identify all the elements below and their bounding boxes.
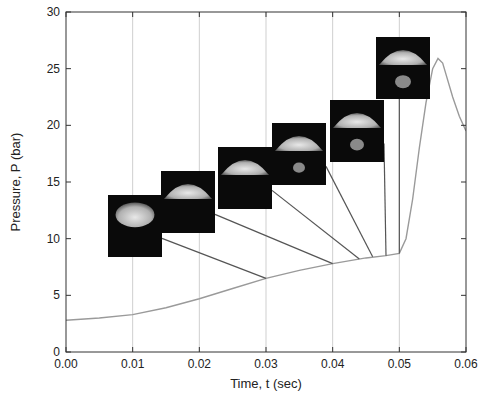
image-background — [376, 37, 430, 99]
image-background — [272, 123, 326, 185]
image-content — [221, 160, 269, 175]
y-tick-label: 25 — [47, 62, 61, 76]
y-tick — [66, 125, 71, 126]
x-tick-label: 0.02 — [188, 357, 212, 371]
x-tick — [332, 347, 333, 352]
image-frame — [161, 171, 215, 233]
x-axis-title: Time, t (sec) — [230, 376, 302, 391]
x-tick-label: 0.05 — [388, 357, 412, 371]
grid-line — [132, 12, 133, 352]
x-tick — [399, 347, 400, 352]
image-content — [379, 50, 427, 65]
y-tick-label: 10 — [47, 232, 61, 246]
y-tick-label: 20 — [47, 118, 61, 132]
image-background — [218, 147, 272, 209]
y-tick — [461, 125, 466, 126]
x-tick — [66, 347, 67, 352]
grid-line — [332, 12, 333, 352]
y-tick — [66, 352, 71, 353]
image-content — [333, 113, 381, 128]
plot-frame — [66, 12, 466, 352]
chart: 0.00 0.01 0.02 0.03 0.04 0.05 0.06 0 5 10 15 20 25 30… — [0, 0, 492, 400]
x-tick — [199, 12, 200, 17]
image-content — [275, 136, 323, 151]
x-tick — [266, 12, 267, 17]
image-frame — [272, 123, 326, 185]
image-content — [116, 202, 155, 227]
image-frame — [376, 37, 430, 99]
y-tick — [461, 68, 466, 69]
y-tick — [66, 12, 71, 13]
image-background — [108, 195, 162, 257]
leader-line — [215, 214, 333, 263]
y-tick — [66, 68, 71, 69]
y-tick-label: 5 — [53, 288, 60, 302]
image-background — [161, 171, 215, 233]
image-content — [164, 184, 212, 199]
x-tick — [466, 12, 467, 17]
image-frame — [108, 195, 162, 257]
y-tick-label: 15 — [47, 175, 61, 189]
x-tick — [399, 12, 400, 17]
image-frame — [218, 147, 272, 209]
leader-line — [272, 190, 359, 259]
x-tick-label: 0.06 — [454, 357, 478, 371]
x-tick — [332, 12, 333, 17]
leader-line — [326, 166, 373, 256]
y-tick — [66, 295, 71, 296]
y-tick — [461, 12, 466, 13]
y-tick — [461, 295, 466, 296]
y-tick — [461, 182, 466, 183]
x-tick — [66, 12, 67, 17]
x-tick — [199, 347, 200, 352]
x-tick — [132, 347, 133, 352]
leader-line — [162, 238, 266, 278]
image-content — [293, 163, 305, 173]
y-tick — [461, 352, 466, 353]
x-tick — [466, 347, 467, 352]
y-tick-label: 0 — [53, 345, 60, 359]
x-tick-label: 0.03 — [254, 357, 278, 371]
image-content — [350, 139, 364, 151]
x-tick-label: 0.04 — [321, 357, 345, 371]
image-frames — [108, 37, 430, 278]
y-tick — [461, 238, 466, 239]
x-tick — [132, 12, 133, 17]
y-tick-label: 30 — [47, 5, 61, 19]
image-background — [330, 100, 384, 162]
y-tick — [66, 238, 71, 239]
y-axis-title: Pressure, P (bar) — [8, 133, 23, 232]
image-frame — [330, 100, 384, 162]
leader-line — [399, 99, 400, 253]
x-tick — [266, 347, 267, 352]
x-tick-label: 0.01 — [121, 357, 145, 371]
y-tick — [66, 182, 71, 183]
leader-line — [384, 143, 386, 255]
x-tick-label: 0.00 — [54, 357, 78, 371]
image-content — [395, 75, 411, 88]
